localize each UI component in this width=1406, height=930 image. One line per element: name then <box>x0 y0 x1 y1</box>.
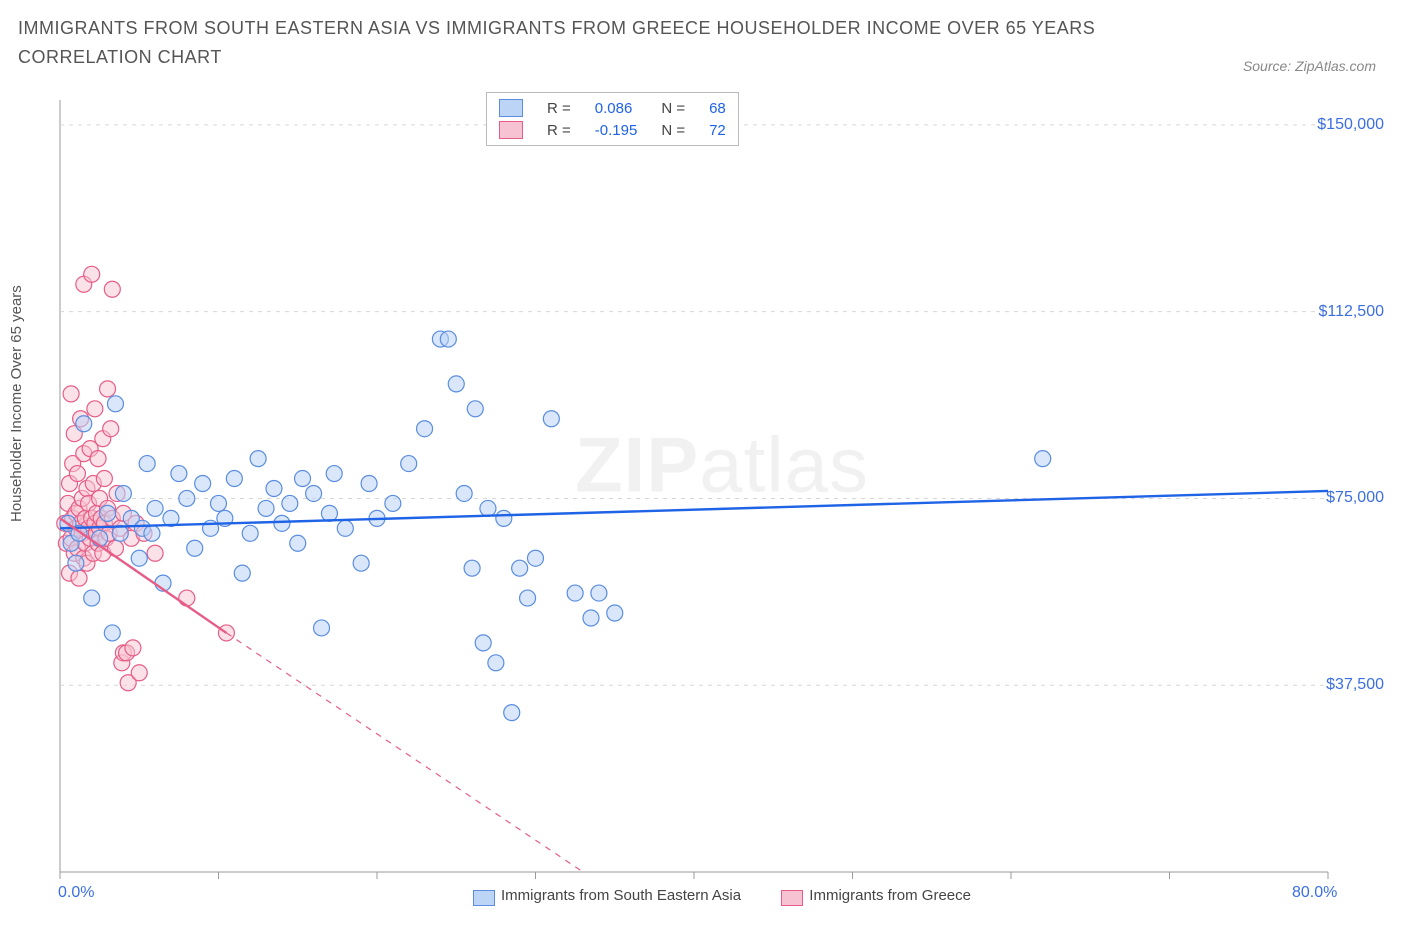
y-tick-label: $75,000 <box>1326 489 1384 507</box>
y-tick-label: $37,500 <box>1326 676 1384 694</box>
r-label-greece: R = <box>535 119 583 141</box>
swatch-greece <box>499 121 523 139</box>
n-label-sea: N = <box>649 97 697 119</box>
legend-stats-row-greece: R = -0.195 N = 72 <box>487 119 738 141</box>
swatch-sea-bottom <box>473 890 495 906</box>
y-tick-label: $150,000 <box>1317 116 1384 134</box>
n-value-greece: 72 <box>697 119 738 141</box>
chart-area: Householder Income Over 65 years ZIPatla… <box>18 92 1388 902</box>
n-label-greece: N = <box>649 119 697 141</box>
legend-stats-box: R = 0.086 N = 68 R = -0.195 N = 72 <box>486 92 739 146</box>
chart-title-block: IMMIGRANTS FROM SOUTH EASTERN ASIA VS IM… <box>18 14 1095 72</box>
legend-label-sea: Immigrants from South Eastern Asia <box>501 887 741 904</box>
legend-stats-row-sea: R = 0.086 N = 68 <box>487 97 738 119</box>
legend-item-greece: Immigrants from Greece <box>781 887 971 904</box>
title-line-1: IMMIGRANTS FROM SOUTH EASTERN ASIA VS IM… <box>18 14 1095 43</box>
n-value-sea: 68 <box>697 97 738 119</box>
r-label-sea: R = <box>535 97 583 119</box>
title-line-2: CORRELATION CHART <box>18 43 1095 72</box>
plot-svg <box>56 92 1388 902</box>
r-value-greece: -0.195 <box>583 119 650 141</box>
swatch-sea <box>499 99 523 117</box>
legend-bottom: Immigrants from South Eastern Asia Immig… <box>56 887 1388 904</box>
source-attribution: Source: ZipAtlas.com <box>1243 58 1376 74</box>
swatch-greece-bottom <box>781 890 803 906</box>
scatter-plot: ZIPatlas R = 0.086 N = 68 R = -0.195 N =… <box>56 92 1388 902</box>
r-value-sea: 0.086 <box>583 97 650 119</box>
y-axis-label: Householder Income Over 65 years <box>8 285 25 522</box>
legend-label-greece: Immigrants from Greece <box>809 887 971 904</box>
legend-item-sea: Immigrants from South Eastern Asia <box>473 887 741 904</box>
y-tick-label: $112,500 <box>1318 303 1384 321</box>
